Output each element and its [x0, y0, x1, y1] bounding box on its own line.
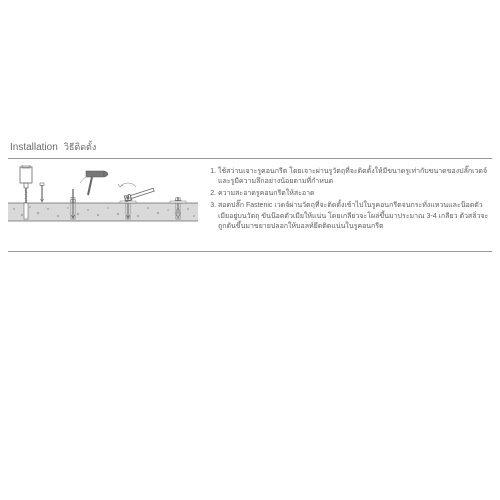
installation-section: Installation วิธีติดตั้ง — [8, 140, 492, 252]
step-2: ความสะอาดรูคอนกรีตให้สะอาด — [218, 189, 492, 199]
installation-diagram — [8, 165, 198, 243]
step-3: สอดปลั๊ก Fastenic เวดจ์ผ่านวัตถุที่จะติด… — [218, 201, 492, 231]
title-english: Installation — [10, 142, 58, 153]
title-thai: วิธีติดตั้ง — [64, 140, 96, 154]
top-divider — [8, 158, 492, 159]
main-row: ใช้สว่านเจาะรูคอนกรีต โดยเจาะผ่านรูวัตถุ… — [8, 165, 492, 243]
section-title: Installation วิธีติดตั้ง — [8, 140, 492, 154]
step-1: ใช้สว่านเจาะรูคอนกรีต โดยเจาะผ่านรูวัตถุ… — [218, 167, 492, 187]
instruction-list: ใช้สว่านเจาะรูคอนกรีต โดยเจาะผ่านรูวัตถุ… — [206, 165, 492, 234]
bottom-divider — [8, 251, 492, 252]
